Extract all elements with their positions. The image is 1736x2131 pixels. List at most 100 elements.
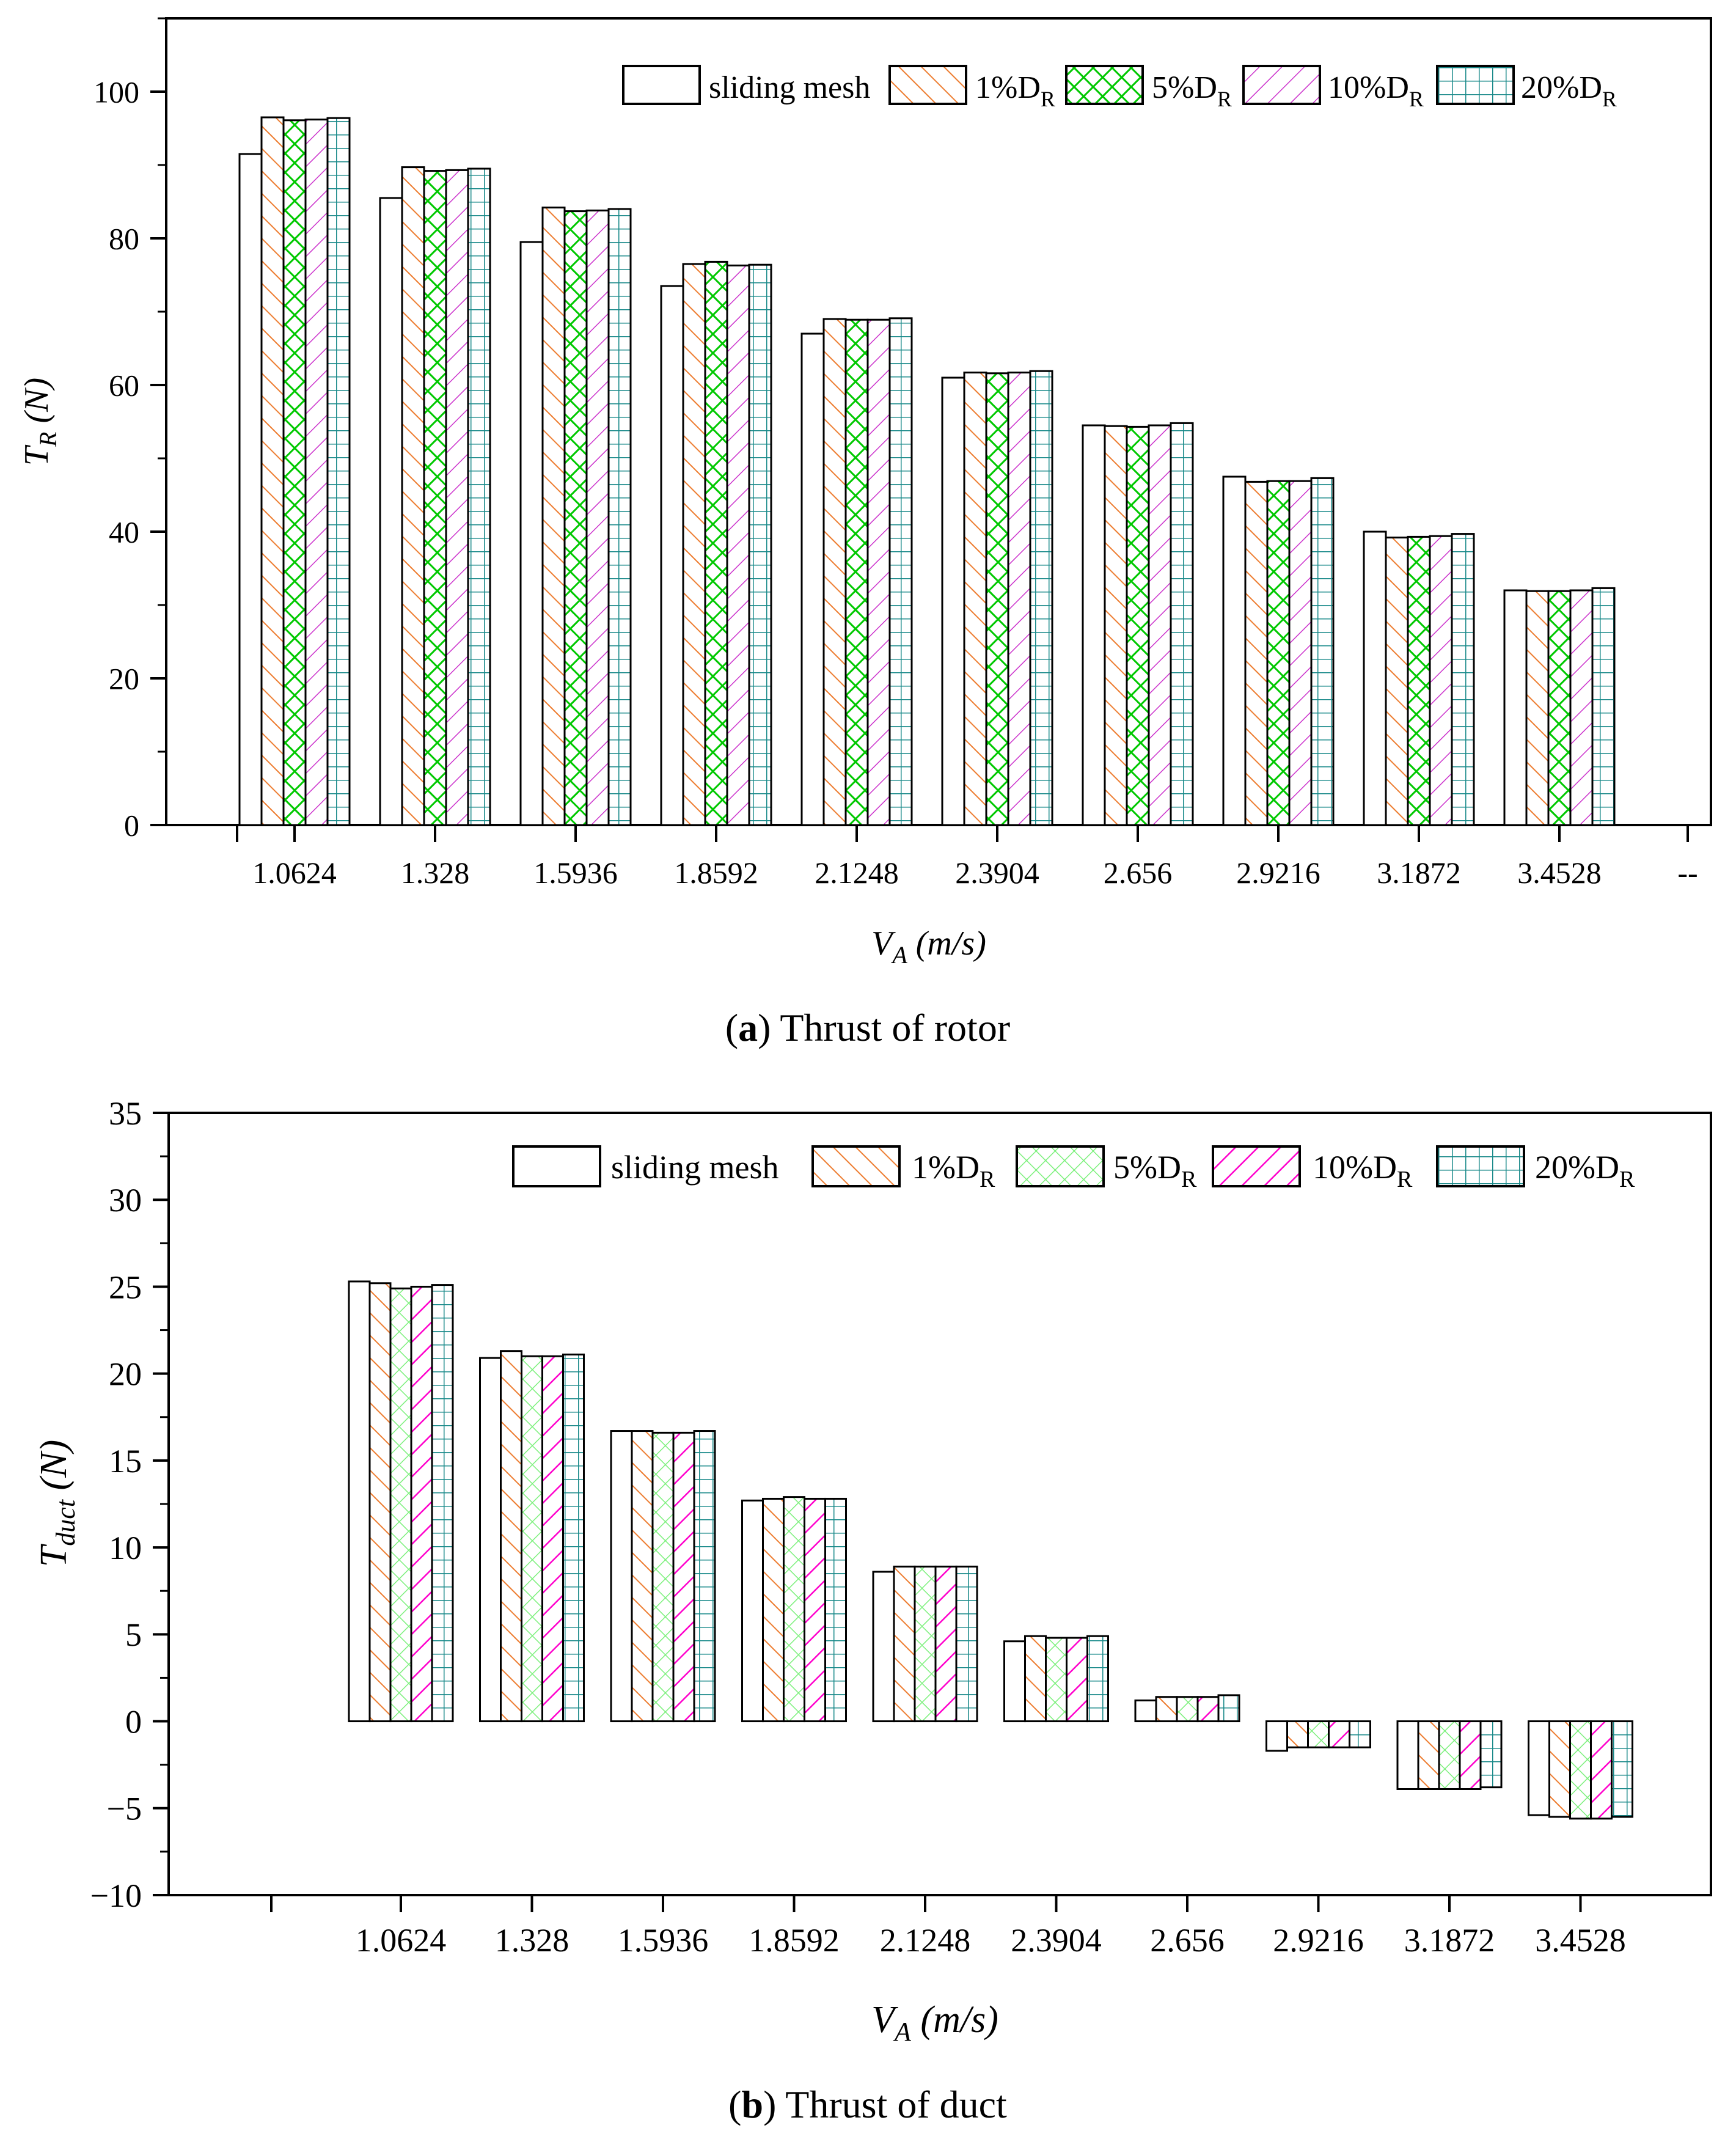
chart-a-x-tick-label: 2.1248 [815, 856, 899, 890]
chart-b-bar-sliding-mesh-2.3904 [1003, 1640, 1026, 1723]
chart-a-bar-20pct-1.5936 [607, 208, 632, 826]
chart-a-x-tick-label: 3.1872 [1377, 856, 1461, 890]
legend-a-label-10pct: 10%DR [1328, 70, 1424, 111]
chart-a-y-tick-label: 20 [109, 662, 139, 696]
chart-a-bar-20pct-1.328 [467, 167, 491, 826]
chart-b-bar-10pct-1.328 [541, 1355, 564, 1723]
chart-a-x-tick-label: 2.3904 [955, 856, 1039, 890]
chart-b-y-tick-label: 0 [125, 1703, 142, 1740]
chart-b-bar-sliding-mesh-1.328 [479, 1357, 502, 1723]
chart-a-bar-sliding-mesh-1.328 [379, 197, 403, 826]
chart-a-bar-5pct-1.0624 [282, 119, 307, 826]
legend-b-swatch-5pct [1016, 1145, 1105, 1187]
chart-a-legend: sliding mesh 1%DR 5%DR 10%DR 20%DR [622, 65, 1617, 111]
chart-b-bar-5pct-3.4528 [1569, 1720, 1592, 1820]
chart-a-bar-1pct-2.3904 [963, 372, 987, 826]
chart-a-bar-sliding-mesh-1.8592 [660, 285, 684, 826]
chart-b-bar-5pct-2.9216 [1307, 1720, 1330, 1748]
chart-b-bar-20pct-1.0624 [431, 1284, 454, 1723]
chart-b-bar-sliding-mesh-1.0624 [348, 1280, 371, 1723]
chart-b-x-tick-label: 3.4528 [1535, 1922, 1626, 1959]
chart-b-bar-5pct-1.5936 [651, 1431, 675, 1723]
chart-a-bar-20pct-2.656 [1170, 422, 1194, 826]
chart-b-bar-1pct-1.8592 [762, 1497, 785, 1723]
chart-a-x-tick-label: 1.8592 [674, 856, 758, 890]
chart-b-bar-20pct-2.1248 [955, 1565, 978, 1723]
chart-b-y-tick-label: −10 [90, 1877, 142, 1914]
chart-a-bar-1pct-2.1248 [822, 318, 847, 826]
chart-a-bar-20pct-3.4528 [1591, 587, 1616, 826]
chart-a-bar-10pct-2.3904 [1007, 372, 1031, 826]
chart-b-bar-1pct-2.1248 [893, 1565, 916, 1723]
chart-b-x-axis-title: VA (m/s) [871, 1999, 998, 2047]
chart-a-bar-5pct-1.8592 [704, 260, 728, 826]
chart-a-axis: 1.0624 1.328 1.5936 1.8592 2.1248 2.3904 2.656… [93, 17, 1698, 890]
chart-b-bar-sliding-mesh-2.1248 [872, 1571, 895, 1723]
chart-b-x-tick-label: 2.1248 [880, 1922, 971, 1959]
chart-b-bar-10pct-3.4528 [1590, 1720, 1613, 1820]
chart-a-y-tick-label: 60 [109, 369, 139, 403]
chart-a-bar-10pct-2.656 [1148, 424, 1172, 826]
chart-a-bar-20pct-1.8592 [748, 263, 772, 826]
chart-a: 1.0624 1.328 1.5936 1.8592 2.1248 2.3904 2.656… [18, 17, 1712, 1049]
chart-a-bar-sliding-mesh-3.1872 [1363, 530, 1387, 826]
chart-b-bar-10pct-1.0624 [410, 1285, 433, 1723]
chart-b-y-tick-label: 25 [109, 1269, 142, 1305]
legend-a-swatch-1pct [888, 65, 967, 105]
chart-b-bar-1pct-1.328 [500, 1350, 522, 1723]
chart-b-legend: sliding mesh 1%DR 5%DR 10%DR 20%DR [512, 1145, 1635, 1192]
chart-b-y-axis-title: Tduct (N) [33, 1440, 81, 1567]
chart-b-bar-5pct-2.1248 [914, 1565, 937, 1723]
chart-a-bar-10pct-1.0624 [304, 119, 329, 826]
chart-a-bar-sliding-mesh-2.1248 [800, 332, 825, 826]
chart-a-bar-sliding-mesh-3.4528 [1503, 589, 1528, 826]
chart-a-bar-10pct-1.5936 [585, 209, 610, 826]
chart-a-y-tick-label: 100 [93, 75, 139, 109]
chart-a-bar-5pct-2.1248 [844, 318, 869, 826]
chart-a-x-tick-label: 1.328 [401, 856, 470, 890]
chart-a-x-tick-label: 1.5936 [533, 856, 618, 890]
chart-a-bar-5pct-3.1872 [1407, 535, 1431, 826]
legend-a-label-5pct: 5%DR [1152, 70, 1232, 111]
chart-a-bar-1pct-3.4528 [1525, 590, 1550, 826]
legend-a-label-20pct: 20%DR [1521, 70, 1617, 111]
legend-b-swatch-10pct [1212, 1145, 1301, 1187]
legend-b-label-1pct: 1%DR [912, 1149, 995, 1192]
chart-b-axis: 1.0624 1.328 1.5936 1.8592 2.1248 2.3904 2.656… [90, 1095, 1626, 1959]
chart-b-bar-10pct-2.656 [1196, 1696, 1220, 1723]
chart-a-bar-5pct-2.9216 [1266, 480, 1291, 826]
legend-a-swatch-sliding-mesh [622, 65, 701, 105]
chart-a-bars [238, 116, 1616, 826]
chart-b-bar-1pct-3.4528 [1548, 1720, 1571, 1818]
chart-b-x-tick-label: 2.3904 [1011, 1922, 1102, 1959]
chart-b-bar-20pct-2.3904 [1086, 1635, 1109, 1723]
chart-b-x-tick-label: 1.328 [495, 1922, 570, 1959]
chart-a-bar-20pct-2.3904 [1029, 370, 1053, 826]
chart-a-bar-10pct-1.8592 [726, 264, 750, 826]
chart-a-bar-10pct-3.1872 [1429, 535, 1453, 826]
chart-b-x-tick-label: 2.9216 [1273, 1922, 1364, 1959]
chart-b-y-tick-label: 10 [109, 1530, 142, 1566]
chart-a-y-tick-label: 40 [109, 515, 139, 549]
chart-a-bar-10pct-3.4528 [1569, 589, 1594, 826]
chart-a-bar-sliding-mesh-1.5936 [519, 241, 544, 826]
chart-a-bar-20pct-2.1248 [888, 317, 913, 826]
legend-a-swatch-5pct [1065, 65, 1144, 105]
chart-b-bar-1pct-1.5936 [631, 1430, 654, 1723]
chart-b-caption: (b) Thrust of duct [728, 2083, 1007, 2126]
chart-b-x-tick-label: 1.5936 [618, 1922, 709, 1959]
chart-b-bar-sliding-mesh-3.1872 [1396, 1720, 1419, 1790]
chart-a-bar-10pct-1.328 [445, 169, 469, 826]
chart-b-bar-20pct-3.1872 [1479, 1720, 1503, 1789]
chart-b-x-tick-label: 2.656 [1150, 1922, 1225, 1959]
legend-b-swatch-1pct [811, 1145, 901, 1187]
chart-b-bar-20pct-2.9216 [1349, 1720, 1371, 1748]
chart-a-x-tick-label: 1.0624 [252, 856, 337, 890]
chart-b-bar-10pct-1.5936 [672, 1431, 695, 1723]
legend-b-swatch-sliding-mesh [512, 1145, 601, 1187]
chart-a-bar-sliding-mesh-2.9216 [1222, 475, 1247, 826]
chart-b-bar-1pct-2.3904 [1024, 1635, 1047, 1723]
chart-a-bar-1pct-1.328 [401, 166, 425, 826]
chart-b-bar-20pct-1.5936 [693, 1430, 716, 1723]
